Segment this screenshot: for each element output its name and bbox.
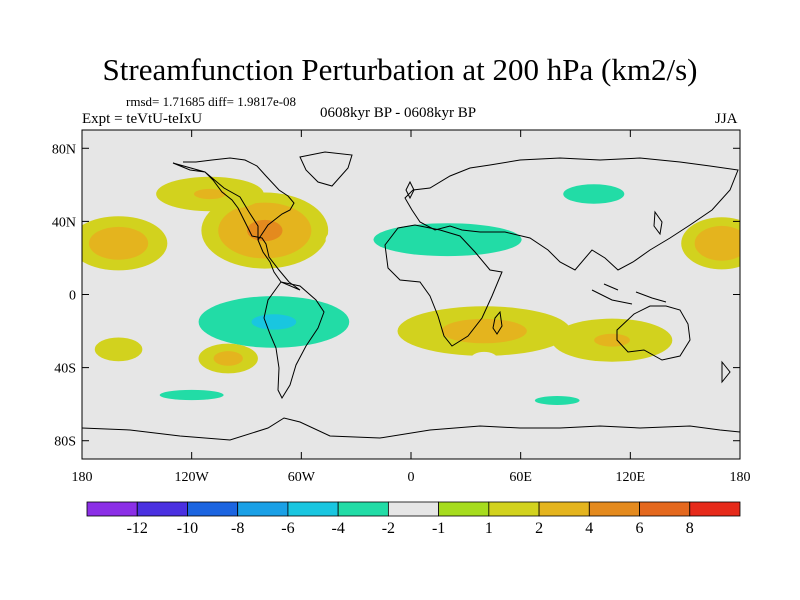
anomaly-center — [325, 212, 570, 267]
coastline-north-america — [172, 162, 301, 291]
anomaly-center — [330, 171, 364, 199]
contour-band — [441, 318, 527, 344]
axis-layer: 80N 40N 0 40S 80S 180 120W 60W 0 60E 120E 180 — [52, 130, 751, 485]
colorbar: -12 -10 -8 -6 -4 -2 -1 1 2 4 6 8 — [86, 501, 741, 537]
lat-tick-label: 0 — [69, 289, 76, 304]
colorbar-swatch — [287, 501, 339, 517]
colorbar-swatch — [187, 501, 239, 517]
lon-tick-label: 0 — [408, 470, 415, 485]
colorbar-swatch — [588, 501, 640, 517]
coastline-north-america-east — [183, 157, 295, 241]
colorbar-swatch — [538, 501, 590, 517]
colorbar-label: 4 — [585, 520, 593, 537]
anomaly-center — [531, 174, 656, 214]
coastline-layer — [82, 151, 740, 441]
lon-tick-label: 180 — [72, 470, 93, 485]
contour-band — [94, 337, 143, 362]
colorbar-label: 8 — [686, 520, 694, 537]
experiment-label: Expt = teVtU-teIxU — [82, 111, 203, 127]
contour-band — [694, 225, 740, 261]
anomaly-center — [82, 216, 168, 271]
lon-tick-label: 60E — [509, 470, 532, 485]
contour-band — [193, 188, 226, 200]
colorbar-swatch — [488, 501, 540, 517]
chart-title: Streamfunction Perturbation at 200 hPa (… — [102, 52, 698, 87]
season-label: JJA — [715, 111, 738, 127]
lat-tick-label: 80S — [54, 435, 76, 450]
colorbar-swatch — [438, 501, 490, 517]
colorbar-swatch — [689, 501, 741, 517]
contour-band — [563, 184, 625, 204]
coastline-madagascar — [492, 310, 503, 335]
anomaly-center — [681, 217, 740, 270]
lon-tick-label: 120W — [175, 470, 210, 485]
coastline-eurasia — [404, 157, 739, 271]
contour-band — [330, 171, 364, 199]
colorbar-label: -1 — [432, 520, 445, 537]
anomaly-center — [94, 337, 143, 362]
lon-tick-label: 180 — [730, 470, 751, 485]
colorbar-label: -4 — [331, 520, 344, 537]
contour-band — [213, 351, 243, 366]
colorbar-label: -10 — [177, 520, 198, 537]
coastline-indonesia — [591, 283, 667, 305]
colorbar-label: 2 — [535, 520, 543, 537]
colorbar-swatch — [337, 501, 389, 517]
colorbar-label: 1 — [485, 520, 493, 537]
coastline-australia — [616, 305, 691, 361]
colorbar-label: -6 — [281, 520, 294, 537]
colorbar-swatch — [86, 501, 138, 517]
coastline-antarctica — [82, 417, 740, 441]
contour-band — [373, 223, 522, 257]
anomaly-center — [198, 343, 258, 374]
colorbar-label: 6 — [636, 520, 644, 537]
contour-band — [251, 314, 297, 330]
anomaly-center — [481, 385, 633, 416]
period-label: 0608kyr BP - 0608kyr BP — [320, 105, 477, 121]
anomaly-center — [551, 318, 673, 362]
coastline-uk — [405, 180, 415, 200]
coastline-japan — [653, 210, 663, 236]
colorbar-swatch — [387, 501, 440, 517]
contour-band — [88, 226, 149, 260]
lat-tick-label: 80N — [52, 142, 76, 157]
contour-band — [534, 396, 580, 405]
lat-tick-label: 40S — [54, 362, 76, 377]
contour-band — [470, 351, 498, 366]
lon-tick-label: 120E — [616, 470, 646, 485]
coastline-south-america — [263, 281, 325, 400]
anomaly-center — [397, 306, 571, 356]
coastline-new-zealand — [721, 360, 731, 384]
coastline-greenland — [299, 151, 353, 187]
lat-tick-label: 40N — [52, 215, 76, 230]
lon-tick-label: 60W — [288, 470, 316, 485]
stats-label: rmsd= 1.71685 diff= 1.9817e-08 — [126, 94, 297, 109]
contour-band — [594, 333, 630, 347]
anomaly-center — [84, 377, 300, 413]
colorbar-swatch — [639, 501, 691, 517]
colorbar-label: -2 — [382, 520, 395, 537]
coastline-africa — [384, 224, 503, 347]
colorbar-swatch — [136, 501, 188, 517]
anomaly-center — [156, 176, 264, 212]
anomaly-center — [470, 351, 498, 366]
contour-band — [159, 389, 224, 401]
colorbar-label: -8 — [231, 520, 244, 537]
colorbar-swatch — [237, 501, 289, 517]
anomaly-center — [167, 285, 381, 359]
colorbar-label: -12 — [127, 520, 148, 537]
